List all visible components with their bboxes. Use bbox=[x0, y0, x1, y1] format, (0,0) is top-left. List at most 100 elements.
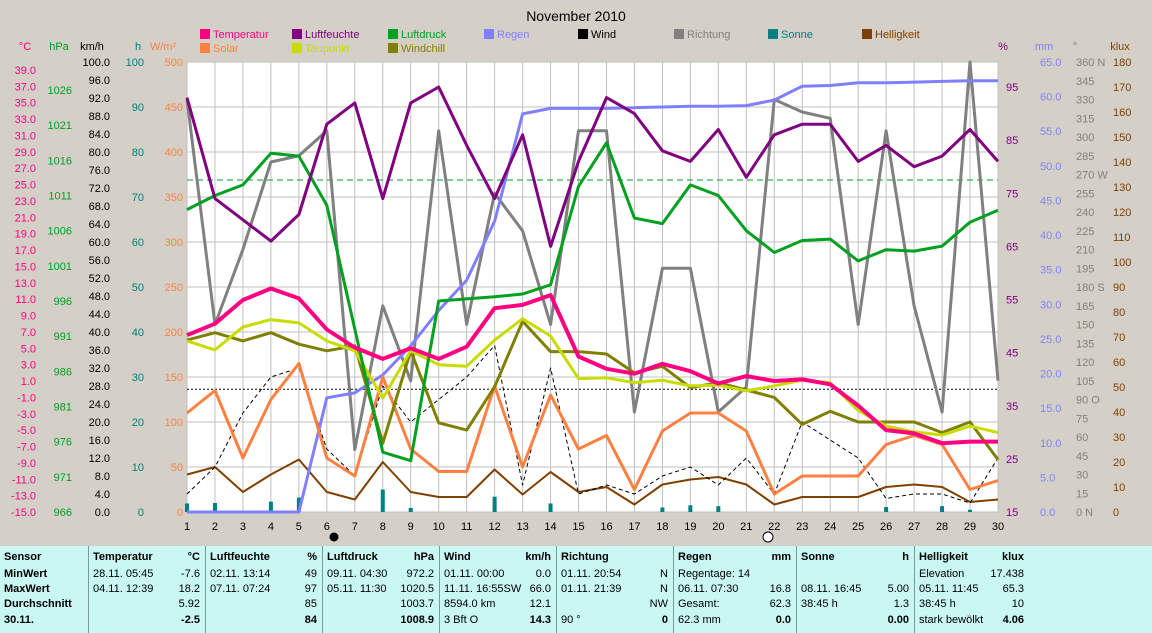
axis-tick-label: 20 bbox=[132, 417, 144, 429]
day-label: 17 bbox=[628, 521, 640, 533]
stats-cell-label: Gesamt: bbox=[678, 598, 720, 610]
axis-tick-label: 976 bbox=[54, 437, 72, 449]
legend-swatch bbox=[388, 29, 398, 39]
stats-cell-label: 28.11. 05:45 bbox=[93, 568, 154, 580]
axis-tick-label: 60 bbox=[1113, 357, 1125, 369]
axis-tick-label: 10 bbox=[1113, 482, 1125, 494]
day-label: 5 bbox=[296, 521, 302, 533]
axis-tick-label: 250 bbox=[165, 282, 183, 294]
sun-bar bbox=[185, 503, 189, 512]
axis-tick-label: 75 bbox=[1076, 413, 1088, 425]
day-label: 29 bbox=[964, 521, 976, 533]
axis-tick-label: 7.0 bbox=[21, 327, 36, 339]
stats-cell-label: Regentage: 14 bbox=[678, 568, 751, 580]
axis-tick-label: 100 bbox=[165, 417, 183, 429]
legend-label: Temperatur bbox=[213, 29, 269, 41]
legend-swatch bbox=[578, 29, 588, 39]
axis-tick-label: 17.0 bbox=[15, 245, 36, 257]
axis-tick-label: 5.0 bbox=[21, 343, 36, 355]
stats-label: MinWert bbox=[4, 568, 48, 580]
stats-cell-value: 49 bbox=[304, 568, 317, 580]
axis-tick-label: 5.0 bbox=[1040, 472, 1055, 484]
day-label: 12 bbox=[488, 521, 500, 533]
legend-label: Wind bbox=[591, 29, 616, 41]
axis-tick-label: 15 bbox=[1006, 507, 1018, 519]
stats-cell-value: 16.8 bbox=[769, 583, 791, 595]
stats-header: Helligkeit bbox=[919, 551, 968, 563]
axis-tick-label: 130 bbox=[1113, 182, 1131, 194]
stats-cell-value: 0.00 bbox=[887, 614, 909, 626]
axis-tick-label: 60.0 bbox=[1040, 92, 1061, 104]
axis-tick-label: -1.0 bbox=[17, 392, 36, 404]
axis-tick-label: -9.0 bbox=[17, 458, 36, 470]
stats-col-richtung: Richtung 01.11. 20:54 N 01.11. 21:39 N NW 90 °… bbox=[556, 546, 674, 633]
legend-swatch bbox=[674, 29, 684, 39]
legend-label: Windchill bbox=[401, 43, 445, 55]
sun-bar bbox=[940, 506, 945, 512]
axis-tick-label: 180 bbox=[1113, 57, 1131, 69]
axis-tick-label: -3.0 bbox=[17, 409, 36, 421]
legend-label: Richtung bbox=[687, 29, 730, 41]
sun-bar bbox=[380, 489, 385, 512]
stats-cell-value: 18.2 bbox=[178, 583, 200, 595]
axis-tick-label: 160 bbox=[1113, 107, 1131, 119]
axis-tick-label: 10.0 bbox=[1040, 438, 1061, 450]
day-label: 14 bbox=[544, 521, 556, 533]
stats-cell-value: -2.5 bbox=[181, 614, 200, 626]
axis-tick-label: 315 bbox=[1076, 113, 1094, 125]
axis-tick-label: 64.0 bbox=[89, 219, 110, 231]
axis-tick-label: 29.0 bbox=[15, 147, 36, 159]
stats-cell-value: N bbox=[660, 568, 668, 580]
stats-cell-label: 01.11. 00:00 bbox=[444, 568, 505, 580]
axis-tick-label: 3.0 bbox=[21, 360, 36, 372]
axis-tick-label: 65 bbox=[1006, 241, 1018, 253]
stats-header: Richtung bbox=[561, 551, 609, 563]
axis-tick-label: 27.0 bbox=[15, 163, 36, 175]
axis-tick-label: 96.0 bbox=[89, 75, 110, 87]
day-label: 27 bbox=[908, 521, 920, 533]
axis-tick-label: 50 bbox=[1113, 382, 1125, 394]
axis-tick-label: 165 bbox=[1076, 301, 1094, 313]
stats-header: Luftdruck bbox=[327, 551, 378, 563]
stats-cell-value: 14.3 bbox=[529, 614, 551, 626]
axis-tick-label: 135 bbox=[1076, 338, 1094, 350]
axis-tick-label: 120 bbox=[1076, 357, 1094, 369]
axis-tick-label: 70 bbox=[132, 192, 144, 204]
axis-tick-label: 12.0 bbox=[89, 453, 110, 465]
axis-tick-label: -11.0 bbox=[12, 474, 36, 486]
axis-tick-label: 40 bbox=[1113, 407, 1125, 419]
day-label: 19 bbox=[684, 521, 696, 533]
series-line-regen bbox=[187, 79, 998, 514]
axis-tick-label: 9.0 bbox=[21, 311, 36, 323]
stats-header: Temperatur bbox=[93, 551, 153, 563]
axis-tick-label: 270 W bbox=[1076, 170, 1108, 182]
sun-bar bbox=[660, 507, 665, 512]
axis-tick-label: -5.0 bbox=[17, 425, 36, 437]
axis-unit-label: klux bbox=[1110, 41, 1130, 53]
legend-label: Solar bbox=[213, 43, 239, 55]
axis-tick-label: 180 S bbox=[1076, 282, 1105, 294]
day-label: 7 bbox=[352, 521, 358, 533]
day-label: 22 bbox=[768, 521, 780, 533]
axis-tick-label: 60.0 bbox=[89, 237, 110, 249]
axis-tick-label: 100 bbox=[126, 57, 144, 69]
stats-cell-value: 972.2 bbox=[406, 568, 434, 580]
day-label: 13 bbox=[516, 521, 528, 533]
stats-cell-value: 5.00 bbox=[887, 583, 909, 595]
axis-tick-label: 140 bbox=[1113, 157, 1131, 169]
legend-swatch bbox=[292, 29, 302, 39]
day-label: 20 bbox=[712, 521, 724, 533]
axis-tick-label: 110 bbox=[1113, 232, 1131, 244]
stats-cell-label: Elevation bbox=[919, 568, 965, 580]
axis-tick-label: 90 O bbox=[1076, 395, 1100, 407]
stats-cell-value: 85 bbox=[304, 598, 317, 610]
axis-tick-label: 225 bbox=[1076, 226, 1094, 238]
axis-tick-label: 210 bbox=[1076, 245, 1094, 257]
day-label: 6 bbox=[324, 521, 330, 533]
stats-unit: klux bbox=[1001, 551, 1024, 563]
stats-unit: °C bbox=[187, 551, 200, 563]
stats-col-temperatur: Temperatur °C 28.11. 05:45 -7.6 04.11. 12:39… bbox=[88, 546, 206, 633]
stats-cell-label: 07.11. 07:24 bbox=[210, 583, 271, 595]
axis-tick-label: 996 bbox=[54, 296, 72, 308]
axis-tick-label: 300 bbox=[165, 237, 183, 249]
